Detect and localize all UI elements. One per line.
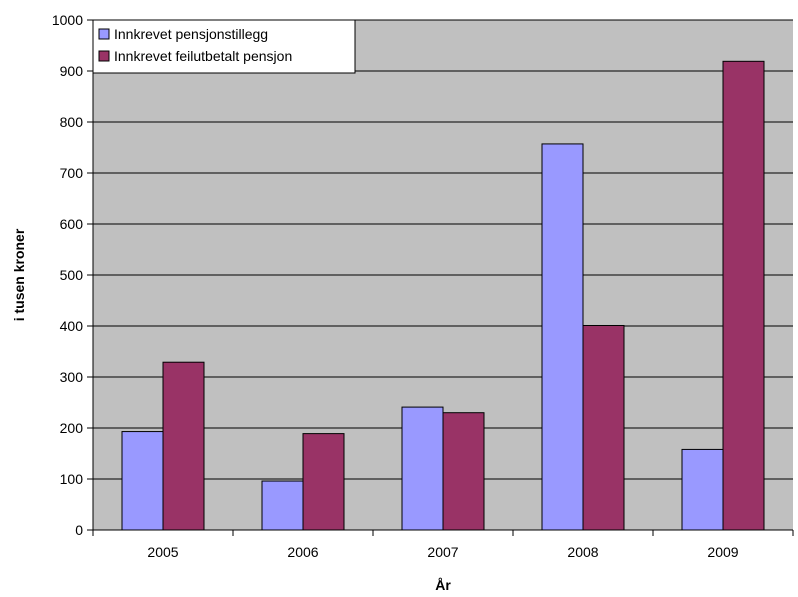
y-tick-label: 700	[60, 165, 84, 181]
bar-2009-pensjonstillegg	[681, 448, 724, 531]
bar-2008-pensjonstillegg	[541, 143, 584, 531]
y-tick-label: 0	[75, 522, 83, 538]
y-tick-label: 100	[60, 471, 84, 487]
bar-2007-feilutbetalt-pensjon	[442, 412, 485, 531]
x-tick-labels: 2005 2006 2007 2008 2009	[147, 544, 738, 560]
legend-label-feilutbetalt-pensjon: Innkrevet feilutbetalt pensjon	[114, 48, 292, 64]
bar-2006-feilutbetalt-pensjon	[302, 433, 345, 531]
y-tick-label: 1000	[52, 12, 83, 28]
y-tick-label: 300	[60, 369, 84, 385]
x-tick-label: 2007	[427, 544, 458, 560]
y-tick-labels: 0 100 200 300 400 500 600 700 800 900 1000	[52, 12, 83, 538]
y-tick-label: 200	[60, 420, 84, 436]
x-tick-label: 2006	[287, 544, 318, 560]
axes	[87, 19, 794, 536]
bar-2008-feilutbetalt-pensjon	[582, 324, 625, 531]
y-tick-label: 500	[60, 267, 84, 283]
y-axis-title: i tusen kroner	[11, 228, 27, 321]
y-tick-label: 800	[60, 114, 84, 130]
legend-box	[92, 19, 356, 74]
legend: Innkrevet pensjonstillegg Innkrevet feil…	[92, 19, 356, 74]
bar-2007-pensjonstillegg	[401, 406, 444, 531]
bars	[121, 60, 765, 531]
x-tick-label: 2009	[707, 544, 738, 560]
legend-label-pensjonstillegg: Innkrevet pensjonstillegg	[114, 26, 268, 42]
legend-swatch-pensjonstillegg	[98, 28, 110, 40]
y-tick-label: 400	[60, 318, 84, 334]
bar-2005-pensjonstillegg	[121, 431, 164, 531]
y-tick-label: 600	[60, 216, 84, 232]
bar-2005-feilutbetalt-pensjon	[162, 361, 205, 531]
bar-2009-feilutbetalt-pensjon	[722, 60, 765, 531]
bar-2006-pensjonstillegg	[261, 480, 304, 531]
y-tick-label: 900	[60, 63, 84, 79]
legend-swatch-feilutbetalt-pensjon	[98, 50, 110, 62]
x-tick-label: 2008	[567, 544, 598, 560]
x-axis-title: År	[435, 577, 451, 593]
x-tick-label: 2005	[147, 544, 178, 560]
